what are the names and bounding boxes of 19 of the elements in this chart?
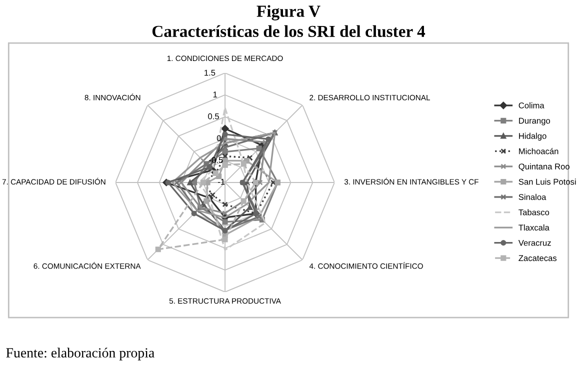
- legend-label: Quintana Roo: [518, 163, 570, 171]
- legend-label: Michoacán: [519, 148, 558, 154]
- source-note: Fuente: elaboración propia: [6, 348, 154, 360]
- y-tick-label: 1.5: [204, 70, 216, 76]
- y-tick-label: 0.5: [208, 113, 219, 120]
- y-tick-label: 1: [213, 92, 217, 98]
- legend-label: San Luis Potosi: [518, 178, 576, 185]
- y-tick-label: -1: [218, 178, 225, 185]
- legend-label: Hidalgo: [519, 132, 546, 141]
- legend-label: Veracruz: [518, 240, 551, 246]
- legend-label: Durango: [519, 118, 550, 126]
- chart-subtitle: Características de los SRI del cluster 4: [152, 25, 426, 38]
- y-tick-label: 0: [216, 135, 221, 142]
- legend-label: Zacatecas: [518, 255, 557, 262]
- chart-title: Figura V: [256, 5, 320, 20]
- legend-label: Colima: [518, 102, 544, 108]
- legend-label: Tlaxcala: [518, 224, 550, 231]
- legend-label: Sinaloa: [518, 194, 546, 200]
- legend-label: Tabasco: [518, 209, 550, 216]
